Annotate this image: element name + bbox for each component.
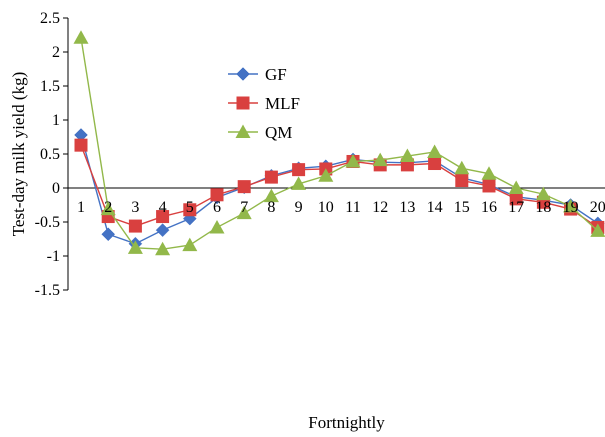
data-point-gf	[101, 227, 116, 242]
data-point-qm	[318, 168, 334, 182]
legend-entry-gf: GF	[228, 65, 287, 84]
x-tick-label: 1	[77, 199, 85, 216]
series-line-qm	[80, 37, 599, 250]
data-point-mlf	[237, 180, 251, 194]
y-axis-title: Test-day milk yield (kg)	[9, 72, 28, 237]
legend-label: MLF	[265, 94, 300, 113]
x-tick-label: 9	[295, 199, 303, 216]
x-tick-label: 18	[535, 199, 551, 216]
data-point-qm	[563, 198, 579, 213]
data-point-qm	[372, 152, 388, 167]
x-tick-label: 16	[481, 199, 497, 216]
x-tick-label: 13	[399, 199, 415, 216]
series-qm	[73, 30, 605, 256]
data-point-qm	[291, 176, 307, 190]
data-point-mlf	[264, 170, 278, 184]
y-tick-label: 1	[52, 112, 60, 129]
data-point-mlf	[292, 163, 306, 177]
data-point-mlf	[482, 179, 496, 193]
series-mlf	[74, 138, 605, 234]
x-tick-label: 15	[454, 199, 470, 216]
legend-entry-qm: QM	[228, 123, 292, 142]
data-point-qm	[236, 205, 252, 220]
legend-marker	[235, 124, 251, 138]
data-point-qm	[100, 201, 116, 216]
x-tick-label: 5	[186, 199, 194, 216]
data-point-mlf	[128, 219, 142, 233]
x-tick-label: 12	[372, 199, 388, 216]
y-tick-label: 1.5	[40, 78, 60, 95]
y-tick-label: 2	[52, 44, 60, 61]
x-tick-labels: 1 2 3 4 5 6 7 8 9 10 11 12 13 14 15 16 17 18 19 20	[77, 199, 605, 216]
data-point-qm	[345, 153, 361, 168]
legend-entry-mlf: MLF	[228, 94, 300, 113]
x-tick-label: 3	[131, 199, 139, 216]
x-tick-label: 6	[213, 199, 221, 216]
data-point-qm	[209, 219, 225, 234]
series-layer	[73, 30, 605, 256]
data-point-qm	[399, 148, 415, 163]
data-point-mlf	[183, 203, 197, 217]
x-tick-label: 20	[590, 199, 605, 216]
data-point-qm	[481, 166, 497, 180]
data-point-qm	[182, 237, 198, 252]
y-axis: -1.5 -1 -0.5 0 0.5 1 1.5 2 2.5	[35, 10, 69, 299]
y-tick-label: -1	[47, 248, 60, 265]
x-tick-label: 19	[563, 199, 579, 216]
y-tick-label: 2.5	[40, 10, 60, 27]
legend-marker	[236, 96, 250, 110]
y-tick-label: -0.5	[35, 214, 60, 231]
data-point-gf	[155, 223, 170, 238]
data-point-mlf	[156, 210, 170, 224]
data-point-mlf	[455, 174, 469, 188]
data-point-qm	[590, 223, 605, 237]
x-tick-label: 11	[345, 199, 360, 216]
legend: GF MLF QM	[228, 65, 300, 142]
data-point-mlf	[428, 157, 442, 171]
data-point-qm	[454, 160, 470, 175]
data-point-mlf	[210, 188, 224, 202]
legend-marker	[236, 67, 250, 81]
legend-label: QM	[265, 123, 292, 142]
data-point-qm	[127, 240, 143, 254]
x-tick-label: 10	[318, 199, 334, 216]
data-point-mlf	[509, 192, 523, 206]
data-point-qm	[263, 188, 279, 203]
x-tick-label: 7	[240, 199, 248, 216]
data-point-qm	[535, 186, 551, 201]
x-tick-label: 14	[427, 199, 443, 216]
x-tick-label: 17	[508, 199, 524, 216]
data-point-qm	[427, 144, 443, 158]
y-tick-label: -1.5	[35, 282, 60, 299]
data-point-qm	[73, 30, 89, 44]
x-tick-label: 2	[104, 199, 112, 216]
x-axis-title: Fortnightly	[308, 413, 385, 432]
x-tick-label: 8	[267, 199, 275, 216]
x-tick-label: 4	[159, 199, 167, 216]
y-tick-label: 0	[52, 180, 60, 197]
legend-label: GF	[265, 65, 287, 84]
data-point-mlf	[74, 138, 88, 152]
data-point-qm	[155, 241, 171, 256]
data-point-qm	[508, 180, 524, 194]
y-tick-label: 0.5	[40, 146, 60, 163]
